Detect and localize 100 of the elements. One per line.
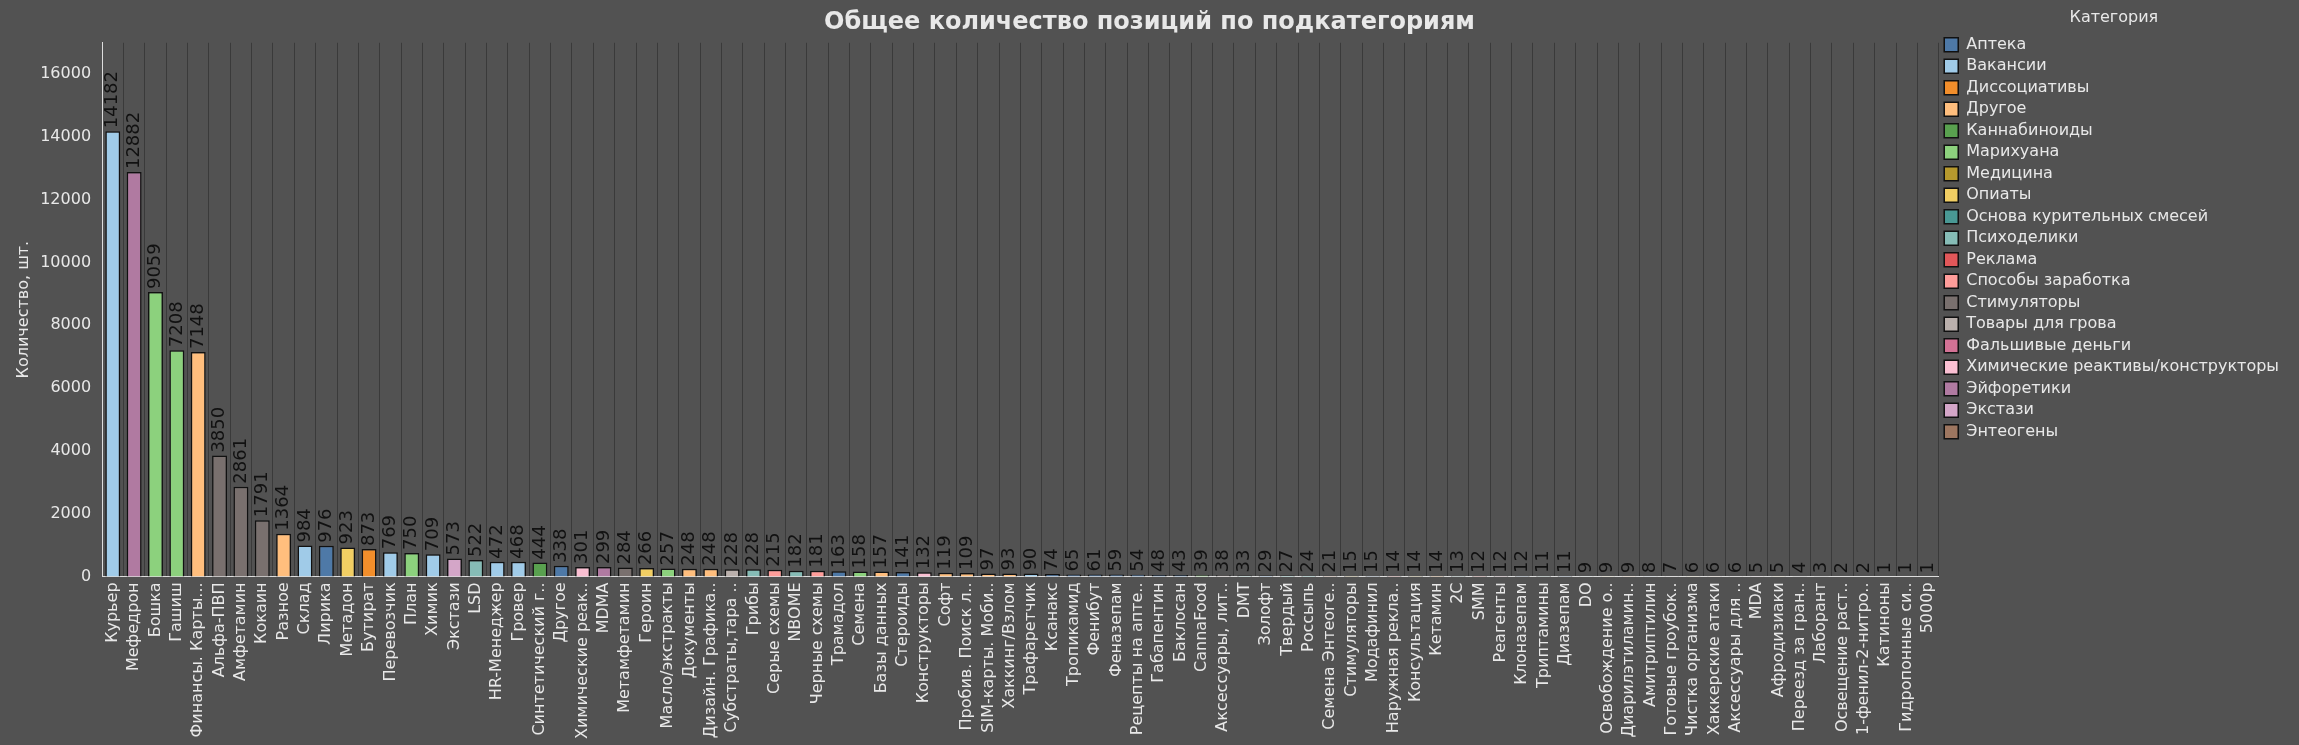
data-label: 9 bbox=[1574, 561, 1596, 574]
x-tick-label: Хаккинг/Взлом bbox=[998, 582, 1018, 709]
data-label: 2861 bbox=[228, 437, 250, 484]
x-tick-label: Трамадол bbox=[828, 582, 848, 667]
x-tick-label: Россыпь bbox=[1297, 582, 1317, 653]
x-tick-label: Фенибут bbox=[1084, 582, 1104, 656]
x-tick-label: Семена bbox=[849, 582, 869, 646]
data-label: 11 bbox=[1531, 550, 1553, 574]
data-label: 39 bbox=[1189, 549, 1211, 573]
data-label: 24 bbox=[1296, 549, 1318, 573]
data-label: 163 bbox=[826, 533, 848, 569]
data-label: 38 bbox=[1210, 549, 1232, 573]
x-tick-label: План bbox=[400, 582, 420, 625]
data-label: 33 bbox=[1232, 549, 1254, 573]
x-tick-label: Гидропонные си.. bbox=[1895, 582, 1915, 732]
x-tick-label: Триптамины bbox=[1532, 582, 1552, 689]
legend-label: Медицина bbox=[1966, 162, 2053, 182]
data-label: 984 bbox=[292, 508, 314, 543]
x-tick-label: Твердый bbox=[1276, 582, 1296, 657]
data-label: 750 bbox=[399, 515, 421, 550]
x-tick-label: Золофт bbox=[1255, 582, 1275, 646]
data-label: 228 bbox=[741, 531, 763, 567]
data-label: 12 bbox=[1509, 550, 1531, 574]
x-tick-label: Готовые гроубок.. bbox=[1660, 582, 1680, 736]
x-tick-label: LSD bbox=[464, 582, 484, 614]
x-tick-label: 1-фенил-2-нитро.. bbox=[1853, 582, 1873, 736]
y-tick-label: 12000 bbox=[40, 188, 92, 208]
x-tick-label: Стероиды bbox=[892, 582, 912, 667]
x-tick-label: Документы bbox=[678, 582, 698, 679]
legend-label: Энтеогены bbox=[1966, 420, 2059, 440]
legend-label: Эйфоретики bbox=[1966, 377, 2072, 397]
data-label: 21 bbox=[1317, 549, 1339, 573]
data-label: 6 bbox=[1702, 561, 1724, 574]
x-tick-label: Метадон bbox=[336, 582, 356, 657]
y-tick-label: 0 bbox=[80, 565, 92, 585]
x-tick-label: Семена Энтеоге.. bbox=[1319, 582, 1339, 730]
x-tick-label: Курьер bbox=[101, 582, 121, 643]
x-tick-label: Мефедрон bbox=[123, 582, 143, 672]
chart-title: Общее количество позиций по подкатегориям bbox=[824, 6, 1475, 35]
x-tick-label: Софт bbox=[934, 582, 954, 627]
x-tick-label: Метамфетамин bbox=[614, 582, 634, 713]
legend-label: Стимуляторы bbox=[1966, 291, 2081, 311]
x-tick-label: Освещение раст.. bbox=[1831, 582, 1851, 733]
x-tick-label: Катиноны bbox=[1874, 582, 1894, 667]
data-label: 48 bbox=[1146, 549, 1168, 572]
x-tick-label: Клоназепам bbox=[1511, 582, 1531, 685]
data-label: 7 bbox=[1659, 561, 1681, 574]
data-label: 1364 bbox=[271, 484, 293, 531]
data-label: 141 bbox=[890, 534, 912, 570]
data-label: 248 bbox=[698, 531, 720, 566]
x-tick-label: Альфа-ПВП bbox=[208, 582, 228, 678]
data-label: 573 bbox=[442, 521, 464, 556]
data-label: 299 bbox=[591, 529, 613, 565]
x-tick-label: Финансы. Карты... bbox=[187, 582, 207, 738]
x-tick-label: Конструкторы bbox=[913, 582, 933, 704]
x-tick-label: Реагенты bbox=[1490, 582, 1510, 663]
data-label: 43 bbox=[1168, 549, 1190, 573]
x-tick-label: Лирика bbox=[315, 582, 335, 645]
y-tick-label: 16000 bbox=[40, 63, 92, 83]
legend-label: Химические реактивы/конструкторы bbox=[1966, 356, 2280, 376]
data-label: 3 bbox=[1808, 561, 1830, 574]
data-label: 14 bbox=[1403, 550, 1425, 574]
data-label: 444 bbox=[527, 525, 549, 560]
data-label: 284 bbox=[613, 530, 634, 565]
data-label: 1 bbox=[1894, 561, 1916, 574]
data-label: 468 bbox=[506, 524, 528, 559]
x-tick-label: MDMA bbox=[593, 582, 613, 634]
x-tick-label: Другое bbox=[550, 582, 570, 643]
x-tick-label: Масло/экстракты bbox=[657, 582, 677, 729]
x-tick-label: Дизайн. Графика.. bbox=[699, 582, 719, 739]
data-label: 11 bbox=[1552, 550, 1574, 574]
data-label: 1791 bbox=[249, 471, 271, 518]
x-tick-label: Хаккерские атаки bbox=[1703, 582, 1723, 736]
x-tick-label: DMT bbox=[1233, 582, 1253, 619]
x-tick-label: Рецепты на апте.. bbox=[1127, 582, 1147, 736]
y-tick-label: 2000 bbox=[50, 502, 92, 522]
x-tick-label: Амитриптилин bbox=[1639, 582, 1659, 708]
legend-label: Реклама bbox=[1966, 248, 2038, 268]
x-tick-label: Тропикамид bbox=[1062, 582, 1082, 688]
data-label: 29 bbox=[1253, 549, 1275, 573]
x-tick-label: Кетамин bbox=[1426, 582, 1446, 656]
data-label: 266 bbox=[634, 530, 656, 566]
x-tick-label: Синтетический г.. bbox=[529, 582, 549, 736]
data-label: 15 bbox=[1360, 550, 1382, 573]
data-label: 12882 bbox=[121, 111, 143, 170]
x-tick-label: DO bbox=[1575, 582, 1595, 608]
data-label: 109 bbox=[954, 535, 976, 571]
x-tick-label: Стимуляторы bbox=[1340, 582, 1360, 697]
x-tick-label: Базы данных bbox=[870, 582, 890, 694]
data-label: 228 bbox=[719, 531, 741, 567]
x-tick-label: Консультация bbox=[1404, 582, 1424, 703]
x-tick-label: 2C bbox=[1447, 582, 1467, 604]
legend-label: Психоделики bbox=[1966, 227, 2079, 247]
data-label: 61 bbox=[1082, 548, 1104, 572]
data-label: 9 bbox=[1595, 561, 1617, 574]
legend-label: Аптека bbox=[1966, 33, 2027, 53]
x-tick-label: SIM-карты. Моби.. bbox=[977, 582, 997, 733]
x-tick-label: Амфетамин bbox=[230, 582, 250, 682]
x-tick-label: Феназепам bbox=[1105, 582, 1125, 678]
x-tick-label: Экстази bbox=[443, 582, 463, 651]
